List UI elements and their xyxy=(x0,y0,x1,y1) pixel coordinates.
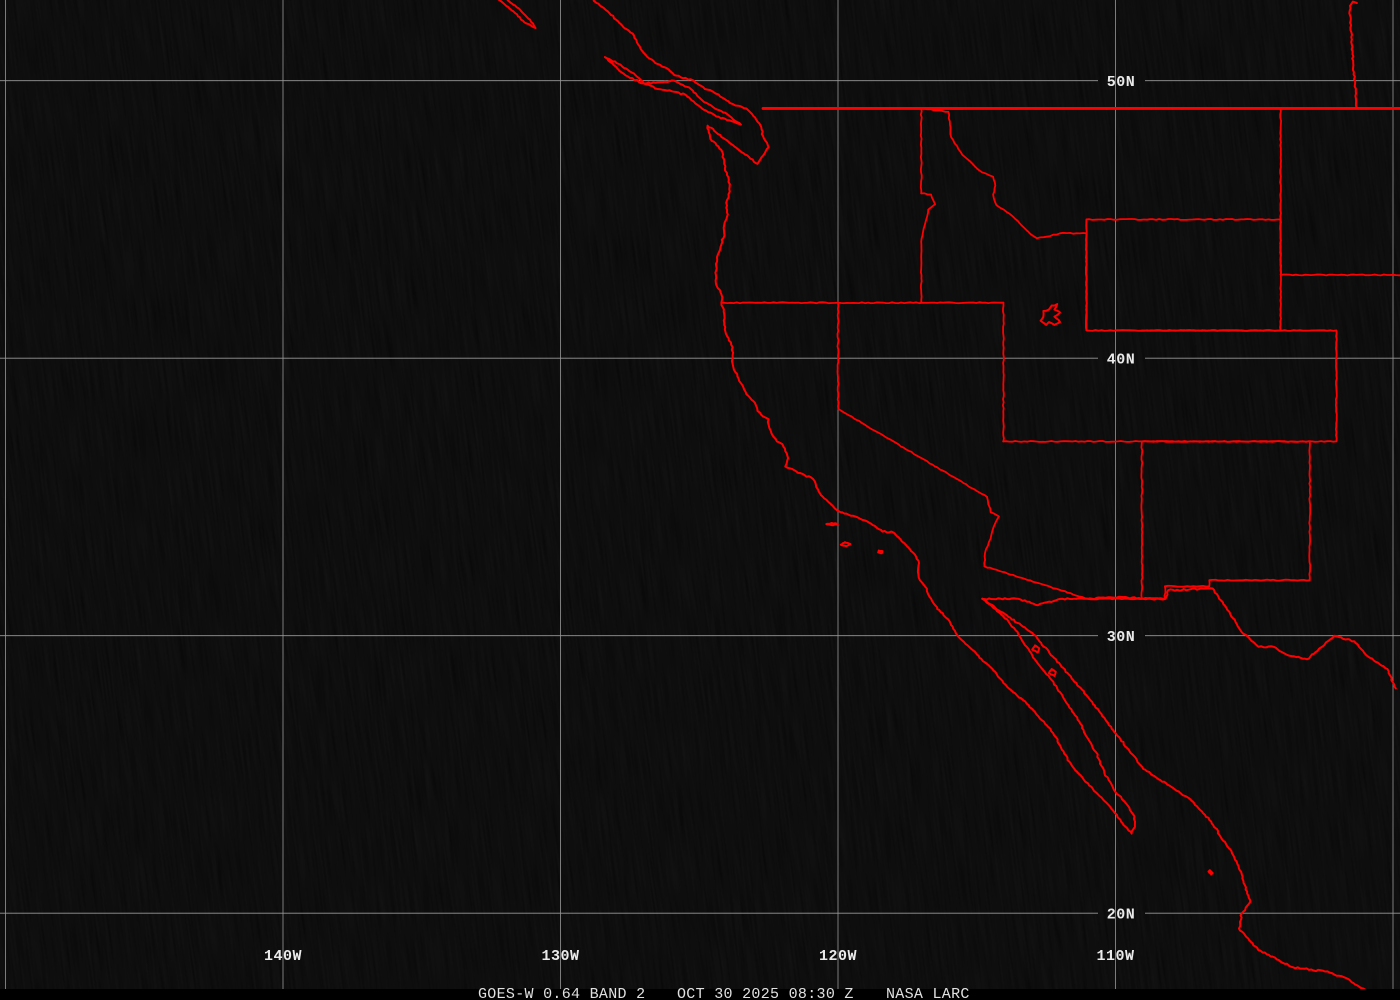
svg-text:120W: 120W xyxy=(819,948,857,965)
svg-text:40N: 40N xyxy=(1107,352,1136,369)
svg-text:50N: 50N xyxy=(1107,74,1136,91)
svg-text:20N: 20N xyxy=(1107,907,1136,924)
svg-text:130W: 130W xyxy=(541,948,579,965)
svg-text:30N: 30N xyxy=(1107,629,1136,646)
svg-text:110W: 110W xyxy=(1096,948,1134,965)
svg-text:GOES-W 0.64 BAND 2: GOES-W 0.64 BAND 2 xyxy=(478,986,645,1000)
svg-text:OCT 30 2025 08:30 Z: OCT 30 2025 08:30 Z xyxy=(677,986,854,1000)
svg-text:NASA LARC: NASA LARC xyxy=(886,986,970,1000)
svg-text:140W: 140W xyxy=(264,948,302,965)
